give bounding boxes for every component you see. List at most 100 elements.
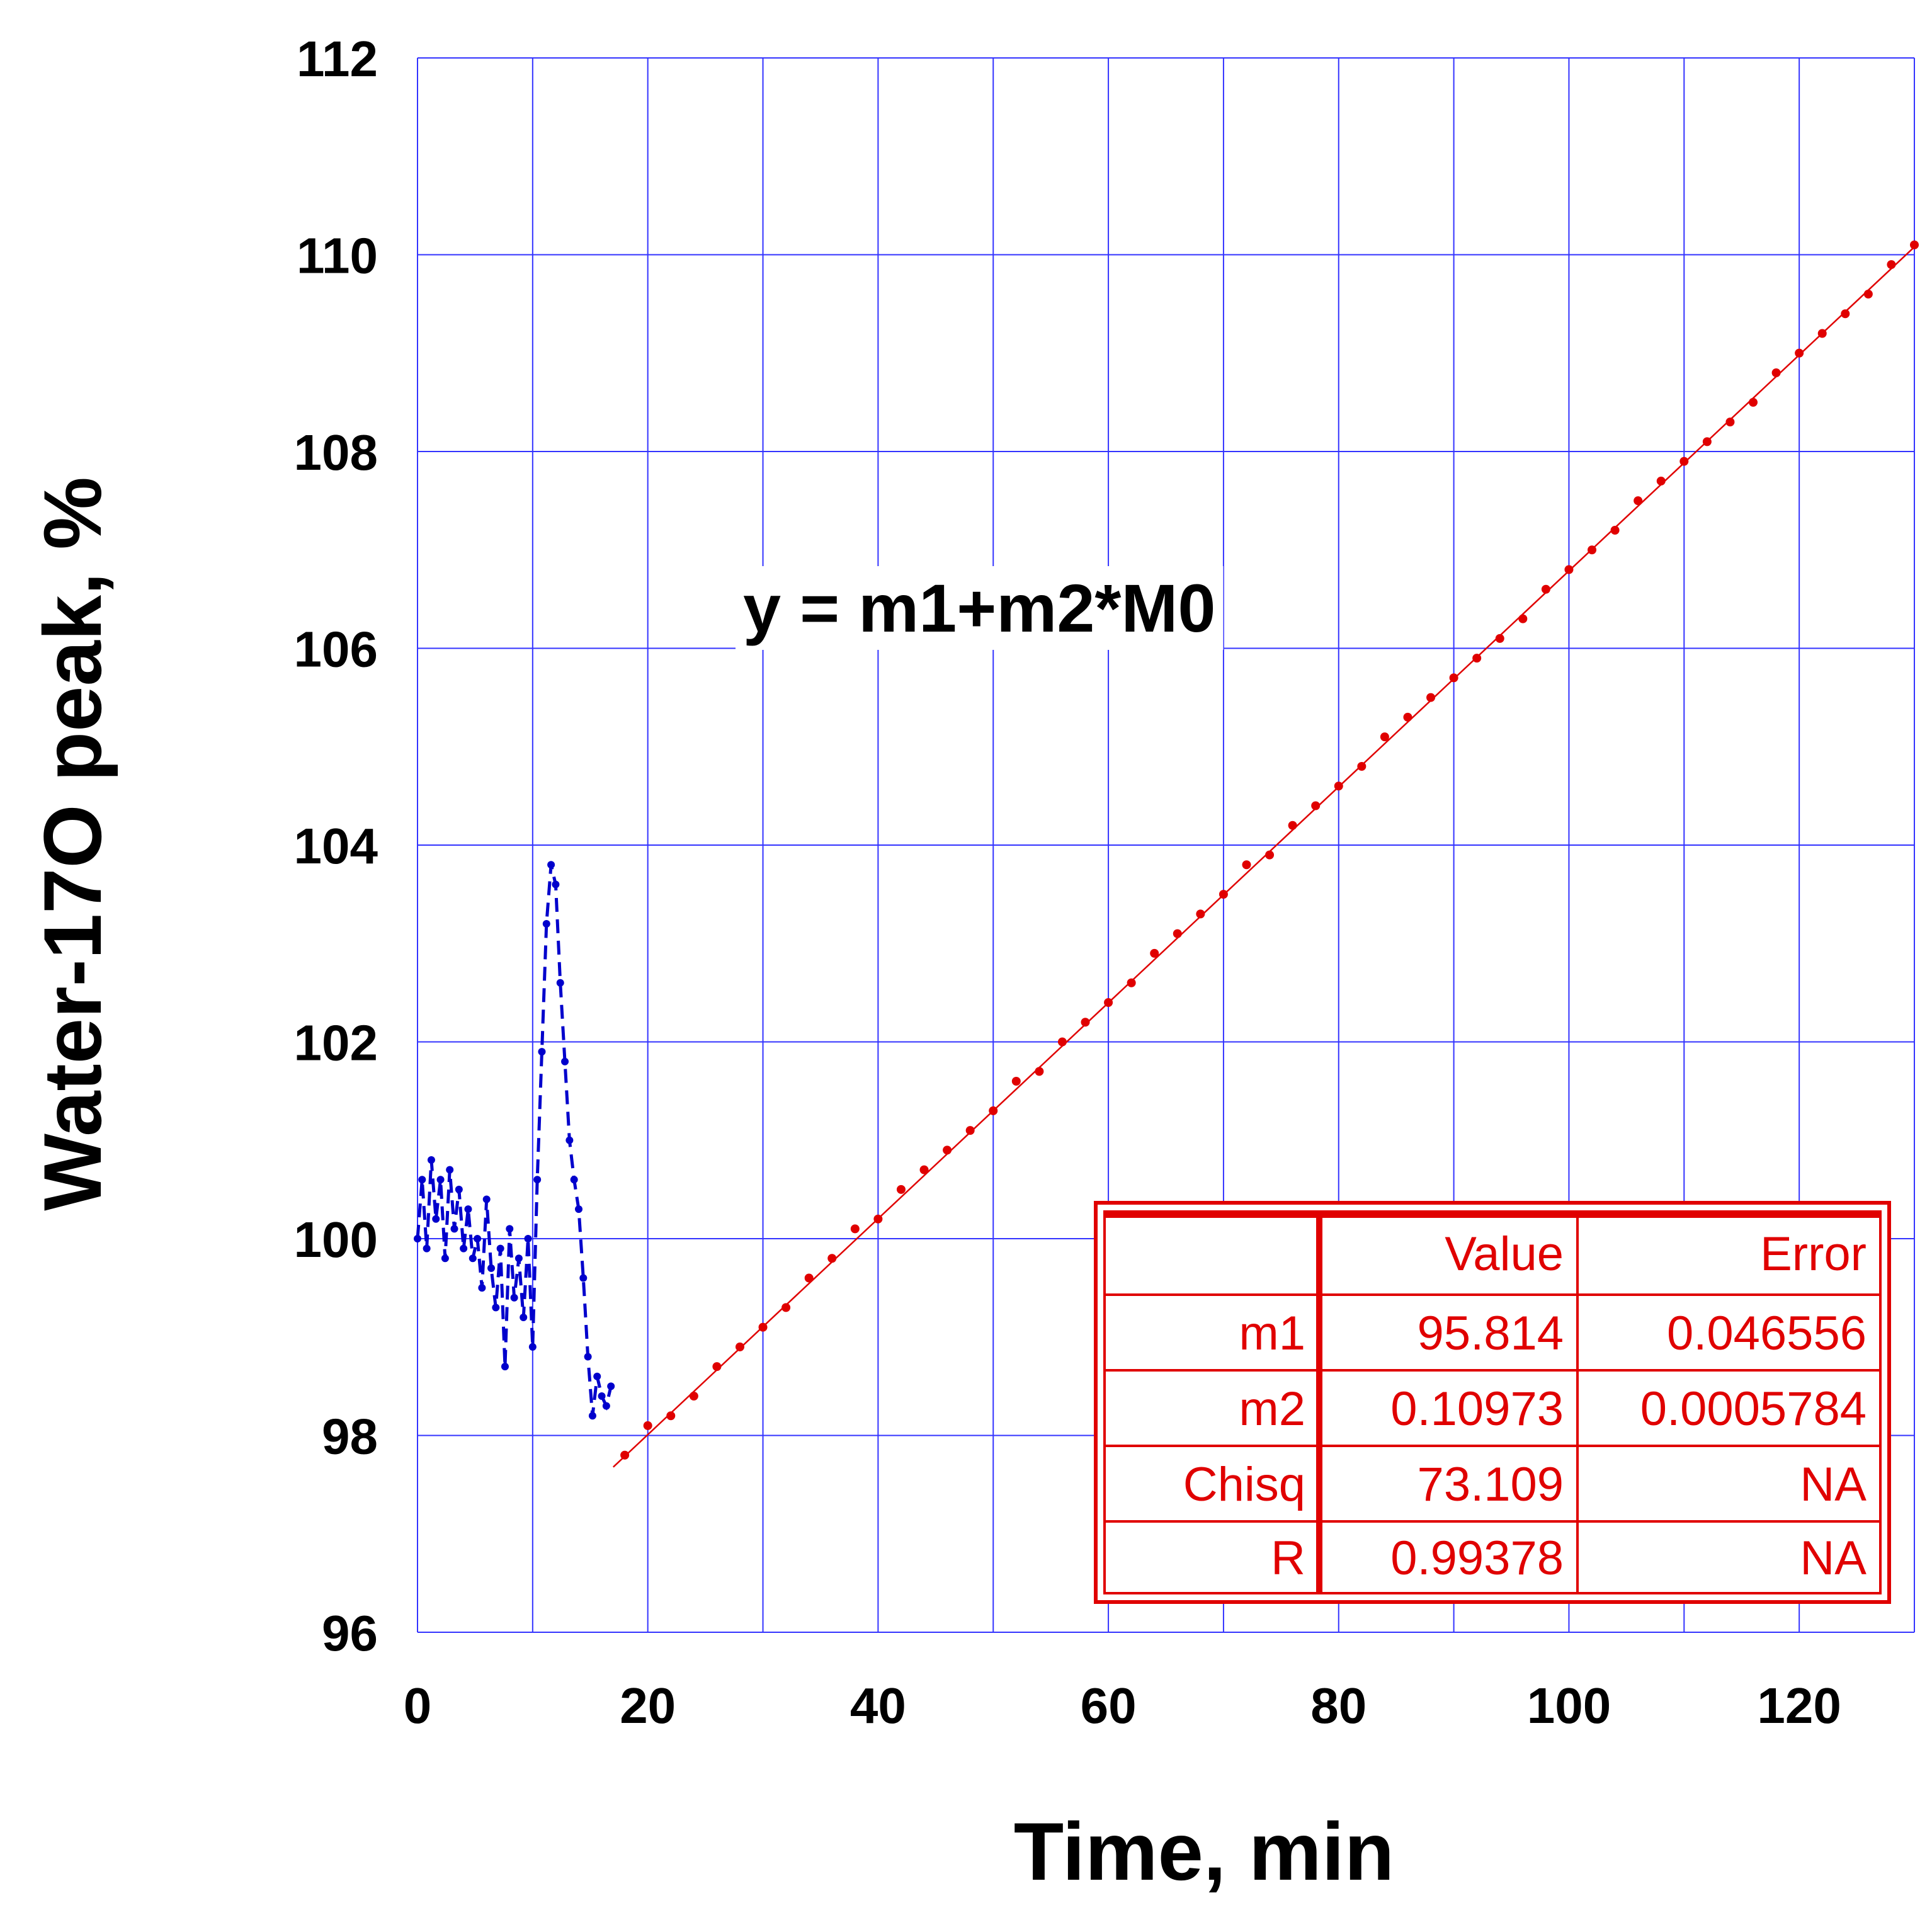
baseline-point — [565, 1136, 574, 1144]
data-point — [896, 1185, 906, 1194]
y-tick-label: 98 — [322, 1409, 378, 1465]
data-point — [965, 1126, 975, 1135]
table-cell: 95.814 — [1418, 1307, 1564, 1360]
baseline-point — [487, 1264, 496, 1272]
grid — [417, 57, 1915, 1633]
data-point — [1749, 397, 1758, 407]
baseline-point — [574, 1205, 582, 1213]
data-point — [1725, 418, 1735, 427]
data-point — [1610, 526, 1620, 535]
table-cell: 0.10973 — [1390, 1382, 1564, 1436]
data-point — [1841, 309, 1850, 319]
x-tick-label: 0 — [404, 1678, 432, 1734]
baseline-point — [423, 1244, 431, 1253]
data-point — [1242, 860, 1251, 870]
fit-results-table: Value Error m1 95.814 0.046556 m2 0.10973 0.000… — [1094, 1201, 1891, 1604]
data-point — [1081, 1018, 1090, 1027]
baseline-point — [427, 1156, 435, 1164]
table-cell: R — [1271, 1531, 1305, 1585]
baseline-point — [598, 1392, 606, 1400]
x-tick-label: 80 — [1310, 1678, 1367, 1734]
baseline-point — [464, 1205, 472, 1213]
data-point — [1127, 978, 1136, 987]
fit-line — [612, 246, 1915, 1468]
baseline-point — [520, 1314, 528, 1321]
baseline-point — [436, 1176, 445, 1184]
fit-equation: y = m1+m2*M0 — [743, 570, 1215, 646]
table-cell: 73.109 — [1418, 1458, 1564, 1511]
data-point — [689, 1392, 698, 1401]
table-cell: 0.046556 — [1667, 1307, 1867, 1360]
table-cell: 0.0005784 — [1640, 1382, 1867, 1436]
baseline-point — [547, 861, 555, 869]
table-header-cell: Value — [1445, 1227, 1564, 1281]
series — [414, 240, 1919, 1468]
y-tick-label: 110 — [297, 228, 378, 284]
fit-equation-background — [736, 566, 1224, 650]
baseline-point — [446, 1166, 454, 1174]
baseline-point — [542, 920, 550, 928]
baseline-point — [469, 1254, 477, 1263]
data-point — [1150, 948, 1159, 958]
data-point — [1173, 929, 1182, 938]
baseline-point — [460, 1244, 468, 1253]
table-cell: m2 — [1239, 1382, 1305, 1436]
x-tick-label: 60 — [1081, 1678, 1137, 1734]
baseline-point — [556, 979, 564, 987]
axes: 0 20 40 60 80 100 120 96 98 100 102 104 106 108 110 112 — [294, 31, 1841, 1734]
y-tick-label: 104 — [294, 818, 378, 874]
data-point — [1403, 712, 1412, 722]
baseline-point — [506, 1225, 514, 1233]
data-point — [850, 1224, 860, 1234]
x-tick-label: 100 — [1527, 1678, 1611, 1734]
data-point — [1288, 821, 1297, 830]
table-cell: m1 — [1239, 1307, 1305, 1360]
baseline-point — [588, 1412, 596, 1420]
table-cell: NA — [1800, 1531, 1867, 1585]
baseline-point — [538, 1048, 546, 1056]
baseline-point — [514, 1254, 523, 1263]
baseline-point — [455, 1185, 463, 1193]
baseline-point — [607, 1382, 615, 1390]
baseline-point — [441, 1254, 449, 1263]
table-header-cell: Error — [1760, 1227, 1867, 1281]
baseline-point — [561, 1057, 569, 1065]
baseline-point — [501, 1363, 509, 1371]
data-point — [919, 1165, 929, 1174]
data-point — [1518, 614, 1528, 623]
x-axis-title: Time, min — [1014, 1805, 1394, 1897]
baseline-point — [584, 1353, 592, 1361]
data-point — [735, 1342, 744, 1351]
data-point — [1679, 457, 1689, 466]
data-point — [781, 1303, 791, 1312]
baseline-point — [492, 1304, 500, 1312]
baseline-point — [496, 1244, 504, 1253]
baseline-point — [524, 1235, 532, 1242]
baseline-point — [528, 1343, 537, 1351]
x-tick-label: 20 — [620, 1678, 676, 1734]
table-cell: 0.99378 — [1390, 1531, 1564, 1585]
data-point — [666, 1411, 676, 1421]
x-tick-label: 40 — [850, 1678, 906, 1734]
baseline-point — [579, 1274, 588, 1282]
data-point — [1011, 1077, 1021, 1086]
baseline-point — [432, 1215, 440, 1223]
y-tick-label: 106 — [294, 622, 378, 678]
y-tick-label: 96 — [322, 1605, 378, 1661]
data-point — [1564, 565, 1574, 574]
y-tick-label: 102 — [294, 1015, 378, 1071]
data-point — [1426, 693, 1436, 702]
table-cell: Chisq — [1183, 1458, 1305, 1511]
baseline-point — [418, 1176, 426, 1184]
y-tick-label: 100 — [294, 1212, 378, 1268]
data-point — [1910, 240, 1919, 249]
data-point — [804, 1273, 814, 1283]
data-point — [1634, 496, 1643, 506]
baseline-point — [533, 1176, 542, 1184]
baseline-point — [450, 1225, 458, 1233]
data-point — [1311, 801, 1321, 810]
y-tick-label: 112 — [297, 31, 378, 87]
baseline-point — [570, 1176, 578, 1184]
